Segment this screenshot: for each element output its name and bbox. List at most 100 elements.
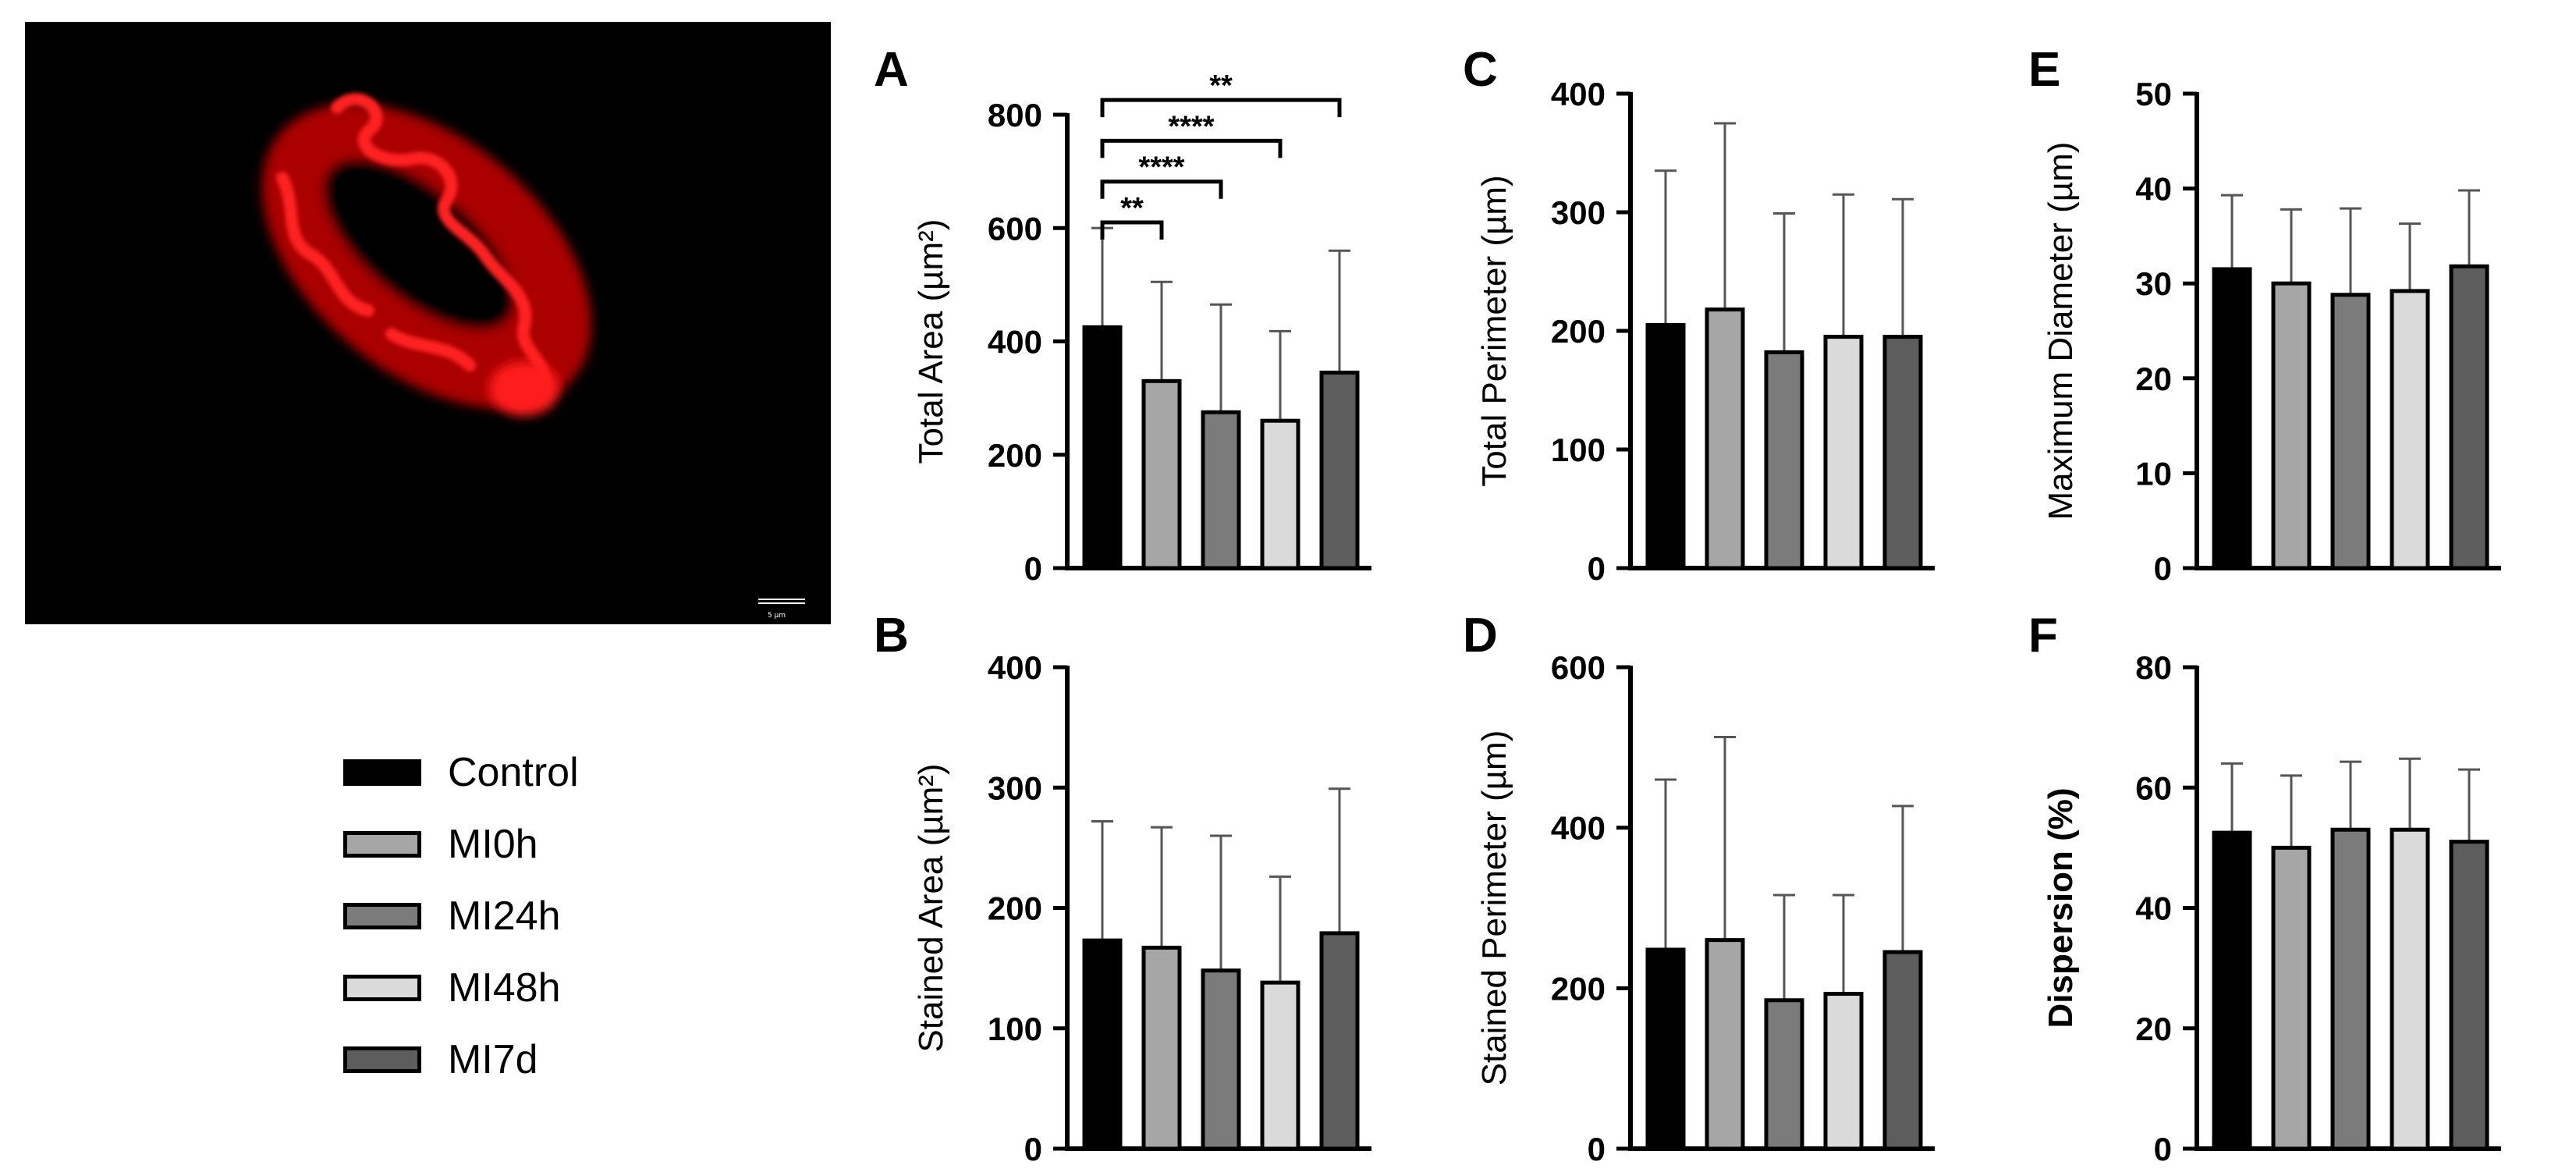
bar (1260, 980, 1300, 1151)
significance-bracket (1100, 138, 1283, 158)
significance-label: **** (1138, 151, 1184, 184)
significance-label: ** (1120, 192, 1144, 225)
legend-swatch (343, 975, 421, 1001)
y-tick-label: 600 (1551, 649, 1606, 686)
y-tick-label: 200 (1551, 970, 1606, 1007)
legend-item: MI7d (343, 1036, 538, 1083)
microscopy-image: 5 µm (25, 22, 831, 624)
legend-swatch (343, 903, 421, 929)
y-tick-label: 600 (988, 210, 1042, 247)
bar (1645, 947, 1686, 1151)
y-tick-label: 100 (988, 1011, 1042, 1047)
y-tick-label: 400 (1551, 76, 1606, 112)
bar (2271, 281, 2312, 570)
legend-label: MI0h (448, 822, 538, 867)
bar (1141, 945, 1182, 1151)
bar (2390, 289, 2430, 570)
bar (1082, 325, 1123, 570)
bar (1823, 335, 1864, 570)
bar (1082, 938, 1123, 1151)
y-tick-label: 50 (2135, 76, 2172, 112)
panel-letter: C (1463, 43, 1498, 97)
y-tick-label: 300 (988, 769, 1042, 806)
legend-label: MI48h (448, 965, 561, 1011)
bar (1705, 307, 1745, 570)
bar (2330, 827, 2371, 1151)
significance-label: **** (1168, 110, 1214, 143)
panel-letter: E (2028, 43, 2060, 97)
bar (1260, 418, 1300, 570)
y-tick-label: 200 (988, 890, 1042, 927)
panel-letter: B (874, 609, 909, 663)
legend-item: MI24h (343, 893, 561, 940)
legend-swatch (343, 1046, 421, 1073)
legend-label: MI24h (448, 894, 561, 939)
y-tick-label: 0 (1024, 1131, 1042, 1167)
chart-panel-c: C 0 100 200 300 400 Total Perimeter (µm) (1463, 43, 1935, 587)
bar (1319, 931, 1360, 1151)
y-tick-label: 0 (2154, 1131, 2172, 1167)
legend-item: Control (343, 749, 579, 796)
legend-item: MI48h (343, 965, 561, 1011)
bar (1705, 938, 1745, 1151)
panel-letter: F (2028, 609, 2058, 663)
legend-label: Control (448, 750, 579, 795)
y-axis-label: Total Area (µm²) (912, 219, 950, 464)
y-tick-label: 0 (2154, 550, 2172, 587)
legend-swatch (343, 759, 421, 786)
y-tick-label: 40 (2135, 171, 2172, 208)
y-tick-label: 400 (988, 649, 1042, 686)
y-tick-label: 80 (2135, 649, 2172, 686)
y-tick-label: 20 (2135, 361, 2172, 397)
y-tick-label: 0 (1024, 550, 1042, 587)
bar (1201, 968, 1241, 1151)
y-tick-label: 60 (2135, 769, 2172, 806)
y-axis-label: Maximum Diameter (µm) (2042, 142, 2080, 520)
bar (2390, 827, 2430, 1151)
y-tick-label: 200 (988, 437, 1042, 474)
significance-bracket (1100, 98, 1342, 118)
y-tick-label: 100 (1551, 432, 1606, 468)
panel-letter: A (874, 43, 909, 97)
legend-item: MI0h (343, 821, 538, 868)
significance-label: ** (1209, 69, 1233, 102)
y-tick-label: 400 (1551, 810, 1606, 847)
bar (1764, 998, 1804, 1151)
bar (2449, 840, 2489, 1151)
bar (2212, 830, 2252, 1151)
legend-label: MI7d (448, 1037, 538, 1082)
y-tick-label: 300 (1551, 194, 1606, 231)
chart-panel-d: D 0 200 400 600 Stained Perimeter (µm) (1463, 609, 1935, 1167)
bar (1764, 350, 1804, 570)
y-axis-label: Stained Area (µm²) (912, 763, 950, 1052)
y-axis-label: Total Perimeter (µm) (1475, 175, 1513, 486)
bar (2330, 293, 2371, 570)
y-tick-label: 400 (988, 324, 1042, 361)
y-tick-label: 20 (2135, 1011, 2172, 1047)
y-tick-label: 200 (1551, 313, 1606, 350)
bar (2212, 267, 2252, 570)
bar (2271, 845, 2312, 1151)
y-tick-label: 800 (988, 97, 1042, 133)
y-tick-label: 40 (2135, 890, 2172, 927)
bar (1201, 410, 1241, 570)
y-tick-label: 10 (2135, 455, 2172, 492)
y-tick-label: 0 (1588, 1131, 1606, 1167)
significance-bracket (1100, 220, 1164, 240)
bar (1882, 335, 1923, 570)
chart-panel-b: B 0 100 200 300 400 Stained Area (µm²) (874, 609, 1371, 1167)
panel-letter: D (1463, 609, 1498, 663)
bar (1319, 370, 1360, 570)
chart-panel-e: E 0 10 20 30 40 50 Maximum Diameter (µm) (2028, 43, 2501, 587)
y-tick-label: 30 (2135, 265, 2172, 302)
bar (1823, 992, 1864, 1151)
bar (1141, 378, 1182, 570)
bar (1645, 322, 1686, 570)
cell-fluorescence-image (262, 93, 805, 604)
chart-panel-f: F 0 20 40 60 80 Dispersion (%) (2028, 609, 2501, 1167)
y-axis-label: Stained Perimeter (µm) (1475, 730, 1513, 1086)
legend-swatch (343, 831, 421, 858)
y-axis-label: Dispersion (%) (2042, 787, 2080, 1028)
